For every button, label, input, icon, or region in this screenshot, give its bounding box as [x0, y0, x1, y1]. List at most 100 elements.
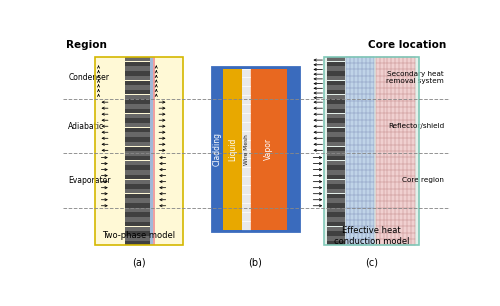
FancyBboxPatch shape — [327, 189, 344, 193]
Text: Wire Mesh: Wire Mesh — [244, 134, 248, 165]
FancyBboxPatch shape — [124, 114, 150, 118]
FancyBboxPatch shape — [324, 57, 419, 245]
FancyBboxPatch shape — [327, 170, 344, 174]
FancyBboxPatch shape — [124, 76, 150, 80]
FancyBboxPatch shape — [124, 231, 150, 236]
FancyBboxPatch shape — [327, 76, 344, 80]
FancyBboxPatch shape — [124, 147, 150, 151]
Text: Region: Region — [66, 40, 107, 50]
FancyBboxPatch shape — [346, 57, 374, 245]
FancyBboxPatch shape — [124, 184, 150, 189]
FancyBboxPatch shape — [124, 109, 150, 113]
FancyBboxPatch shape — [124, 156, 150, 160]
FancyBboxPatch shape — [124, 128, 150, 132]
Text: Core region: Core region — [402, 177, 444, 184]
Text: (c): (c) — [365, 257, 378, 267]
Text: Liquid: Liquid — [228, 137, 237, 161]
FancyBboxPatch shape — [124, 151, 150, 156]
FancyBboxPatch shape — [124, 71, 150, 76]
FancyBboxPatch shape — [212, 67, 299, 231]
FancyBboxPatch shape — [124, 57, 150, 62]
FancyBboxPatch shape — [376, 57, 415, 245]
FancyBboxPatch shape — [327, 156, 344, 160]
FancyBboxPatch shape — [124, 236, 150, 241]
FancyBboxPatch shape — [327, 231, 344, 236]
FancyBboxPatch shape — [327, 180, 344, 184]
FancyBboxPatch shape — [124, 217, 150, 222]
FancyBboxPatch shape — [124, 227, 150, 231]
FancyBboxPatch shape — [327, 194, 344, 198]
Text: (b): (b) — [248, 257, 262, 267]
FancyBboxPatch shape — [327, 128, 344, 132]
FancyBboxPatch shape — [327, 175, 344, 179]
Text: Core location: Core location — [368, 40, 446, 50]
FancyBboxPatch shape — [327, 80, 344, 85]
FancyBboxPatch shape — [124, 99, 150, 104]
FancyBboxPatch shape — [327, 212, 344, 217]
FancyBboxPatch shape — [327, 114, 344, 118]
Text: Condenser: Condenser — [68, 73, 110, 82]
FancyBboxPatch shape — [124, 175, 150, 179]
FancyBboxPatch shape — [124, 170, 150, 174]
FancyBboxPatch shape — [327, 62, 344, 66]
FancyBboxPatch shape — [153, 57, 155, 245]
FancyBboxPatch shape — [124, 137, 150, 142]
FancyBboxPatch shape — [124, 189, 150, 193]
FancyBboxPatch shape — [124, 203, 150, 207]
FancyBboxPatch shape — [327, 71, 344, 76]
FancyBboxPatch shape — [327, 217, 344, 222]
FancyBboxPatch shape — [327, 184, 344, 189]
FancyBboxPatch shape — [124, 104, 150, 109]
FancyBboxPatch shape — [124, 161, 150, 165]
FancyBboxPatch shape — [224, 69, 242, 230]
FancyBboxPatch shape — [327, 222, 344, 226]
FancyBboxPatch shape — [327, 109, 344, 113]
FancyBboxPatch shape — [327, 142, 344, 146]
FancyBboxPatch shape — [327, 198, 344, 203]
FancyBboxPatch shape — [96, 57, 182, 245]
FancyBboxPatch shape — [124, 80, 150, 85]
FancyBboxPatch shape — [124, 212, 150, 217]
Text: Vapor: Vapor — [264, 138, 274, 160]
FancyBboxPatch shape — [327, 203, 344, 207]
FancyBboxPatch shape — [124, 194, 150, 198]
FancyBboxPatch shape — [124, 180, 150, 184]
FancyBboxPatch shape — [327, 57, 344, 62]
FancyBboxPatch shape — [327, 137, 344, 142]
FancyBboxPatch shape — [124, 132, 150, 137]
FancyBboxPatch shape — [250, 69, 287, 230]
FancyBboxPatch shape — [327, 66, 344, 71]
FancyBboxPatch shape — [124, 90, 150, 95]
FancyBboxPatch shape — [327, 236, 344, 241]
FancyBboxPatch shape — [327, 147, 344, 151]
FancyBboxPatch shape — [124, 142, 150, 146]
FancyBboxPatch shape — [242, 69, 250, 230]
Text: Effective heat
conduction model: Effective heat conduction model — [334, 226, 409, 245]
FancyBboxPatch shape — [124, 118, 150, 123]
Text: Cladding: Cladding — [213, 132, 222, 166]
Text: (a): (a) — [132, 257, 146, 267]
FancyBboxPatch shape — [124, 62, 150, 66]
FancyBboxPatch shape — [327, 104, 344, 109]
Text: Secondary heat
removal system: Secondary heat removal system — [386, 72, 444, 84]
FancyBboxPatch shape — [124, 165, 150, 170]
FancyBboxPatch shape — [327, 99, 344, 104]
FancyBboxPatch shape — [327, 118, 344, 123]
FancyBboxPatch shape — [124, 95, 150, 99]
FancyBboxPatch shape — [327, 165, 344, 170]
FancyBboxPatch shape — [327, 132, 344, 137]
Text: Adiabatic: Adiabatic — [68, 122, 104, 131]
Text: Two-phase model: Two-phase model — [102, 231, 176, 240]
FancyBboxPatch shape — [327, 123, 344, 127]
FancyBboxPatch shape — [150, 57, 153, 245]
FancyBboxPatch shape — [327, 151, 344, 156]
FancyBboxPatch shape — [124, 208, 150, 212]
Text: Evaporator: Evaporator — [68, 176, 111, 185]
FancyBboxPatch shape — [124, 123, 150, 127]
FancyBboxPatch shape — [327, 227, 344, 231]
FancyBboxPatch shape — [124, 241, 150, 245]
FancyBboxPatch shape — [124, 222, 150, 226]
Text: Reflector/shield: Reflector/shield — [388, 123, 444, 129]
FancyBboxPatch shape — [327, 95, 344, 99]
FancyBboxPatch shape — [124, 85, 150, 90]
